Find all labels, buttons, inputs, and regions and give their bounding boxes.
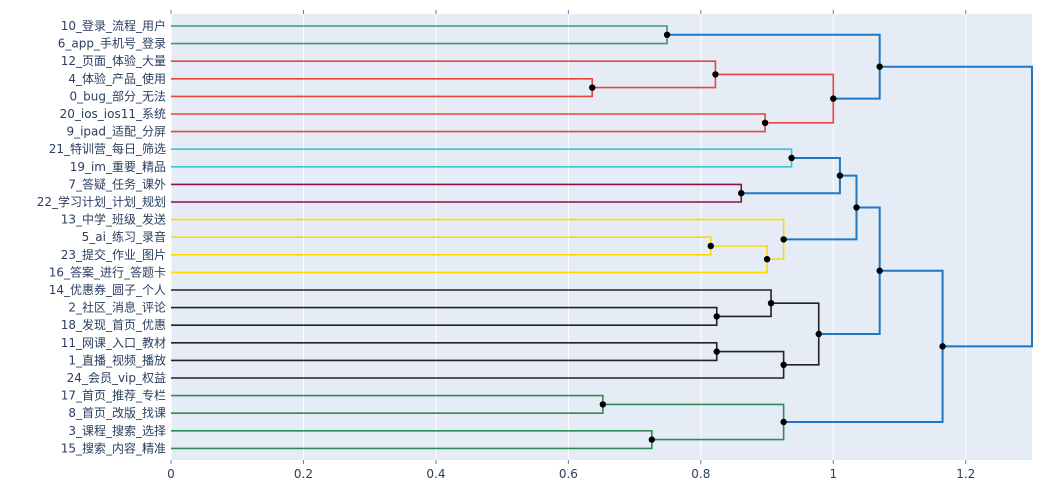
leaf-label: 2_社区_消息_评论 [68,300,166,315]
merge-node-marker [836,172,844,179]
x-tick-label: 1.2 [956,467,975,481]
leaf-label: 7_答疑_任务_课外 [68,176,166,191]
x-tick-label: 0.8 [691,467,710,481]
x-tick-label: 0.2 [294,467,313,481]
leaf-label: 1_直播_视频_播放 [68,352,166,367]
merge-node-marker [707,242,714,250]
leaf-label: 24_会员_vip_权益 [67,371,166,385]
merge-node-marker [780,361,787,368]
leaf-label: 19_im_重要_精品 [70,160,166,174]
leaf-label: 22_学习计划_计划_规划 [37,194,166,209]
merge-node-marker [589,84,596,91]
merge-node-marker [780,418,787,426]
merge-node-marker [763,256,771,263]
merge-node-marker [815,330,822,338]
merge-node-marker [663,31,671,38]
merge-node-marker [761,119,769,127]
merge-node-marker [780,236,787,243]
x-tick-label: 0.4 [426,467,445,481]
leaf-label: 6_app_手机号_登录 [58,36,166,51]
merge-node-marker [712,71,719,78]
leaf-label: 8_首页_改版_找课 [68,406,166,420]
leaf-label: 20_ios_ios11_系统 [60,107,166,121]
dendrogram-nodes [589,31,946,443]
leaf-label: 14_优惠券_圆子_个人 [49,282,166,297]
merge-node-marker [876,267,883,274]
leaf-label: 18_发现_首页_优惠 [61,317,166,332]
merge-node-marker [830,95,837,102]
x-tick-label: 0.6 [559,467,578,481]
leaf-label: 12_页面_体验_大量 [61,53,166,68]
dendrogram-link [879,65,1033,348]
leaf-label: 15_搜索_内容_精准 [61,440,166,455]
merge-node-marker [738,190,745,197]
leaf-label: 3_课程_搜索_选择 [68,423,166,438]
leaf-label: 23_提交_作业_图片 [61,247,166,262]
merge-node-marker [713,313,720,320]
leaf-label: 5_ai_练习_录音 [82,229,166,244]
merge-node-marker [713,348,720,355]
merge-node-marker [767,300,775,307]
x-tick-label: 0 [167,467,175,481]
merge-node-marker [599,401,607,408]
leaf-label: 17_首页_推荐_专栏 [61,388,166,403]
x-tick-label: 1 [829,467,837,481]
leaf-label: 16_答案_进行_答题卡 [49,264,166,279]
merge-node-marker [853,204,860,211]
leaf-label: 9_ipad_适配_分屏 [66,125,166,139]
merge-node-marker [876,63,883,70]
leaf-label: 10_登录_流程_用户 [61,18,166,33]
merge-node-marker [648,436,656,443]
merge-node-marker [788,154,795,162]
leaf-label: 0_bug_部分_无法 [70,88,166,103]
leaf-label: 11_网课_入口_教材 [61,335,166,350]
leaf-label: 13_中学_班级_发送 [61,212,166,227]
leaf-label: 4_体验_产品_使用 [68,71,166,86]
merge-node-marker [939,343,946,350]
leaf-label: 21_特训营_每日_筛选 [49,141,166,156]
